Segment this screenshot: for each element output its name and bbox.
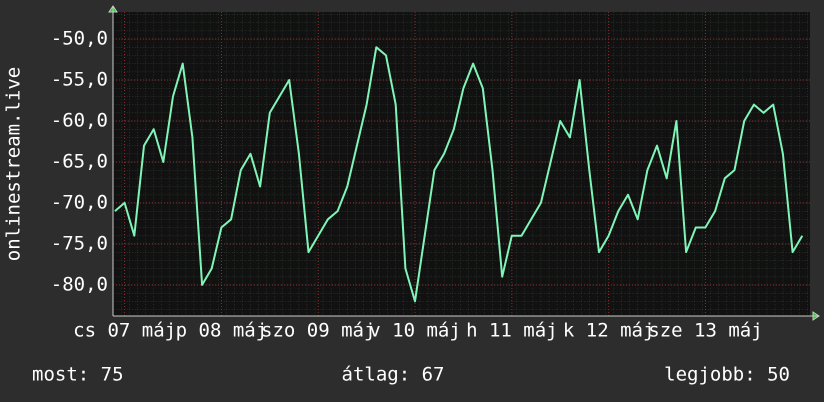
- data-line: [114, 46, 804, 303]
- x-tick-label: k 12 máj: [563, 320, 655, 342]
- y-tick-label: -55,0: [51, 69, 108, 91]
- footer-max: legjobb: 50: [664, 364, 790, 386]
- y-tick-label: -75,0: [51, 232, 108, 254]
- y-axis-arrow: [108, 5, 118, 316]
- x-tick-label: h 11 máj: [466, 320, 558, 342]
- x-tick-label: p 08 máj: [176, 320, 268, 342]
- x-tick-label: v 10 máj: [369, 320, 461, 342]
- minor-grid: [113, 12, 810, 316]
- y-tick-label: -80,0: [51, 273, 108, 295]
- y-axis-label: onlinestream.live: [3, 67, 25, 261]
- x-tick-label: szo 09 máj: [261, 320, 375, 342]
- footer-average: átlag: 67: [342, 364, 445, 386]
- footer-most: most: 75: [32, 364, 124, 386]
- x-axis-arrow: [113, 311, 820, 321]
- y-tick-label: -50,0: [51, 28, 108, 50]
- x-tick-label: sze 13 máj: [648, 320, 762, 342]
- y-tick-label: -65,0: [51, 150, 108, 172]
- x-tick-label: cs 07 máj: [73, 320, 176, 342]
- y-tick-label: -70,0: [51, 191, 108, 213]
- y-tick-label: -60,0: [51, 109, 108, 131]
